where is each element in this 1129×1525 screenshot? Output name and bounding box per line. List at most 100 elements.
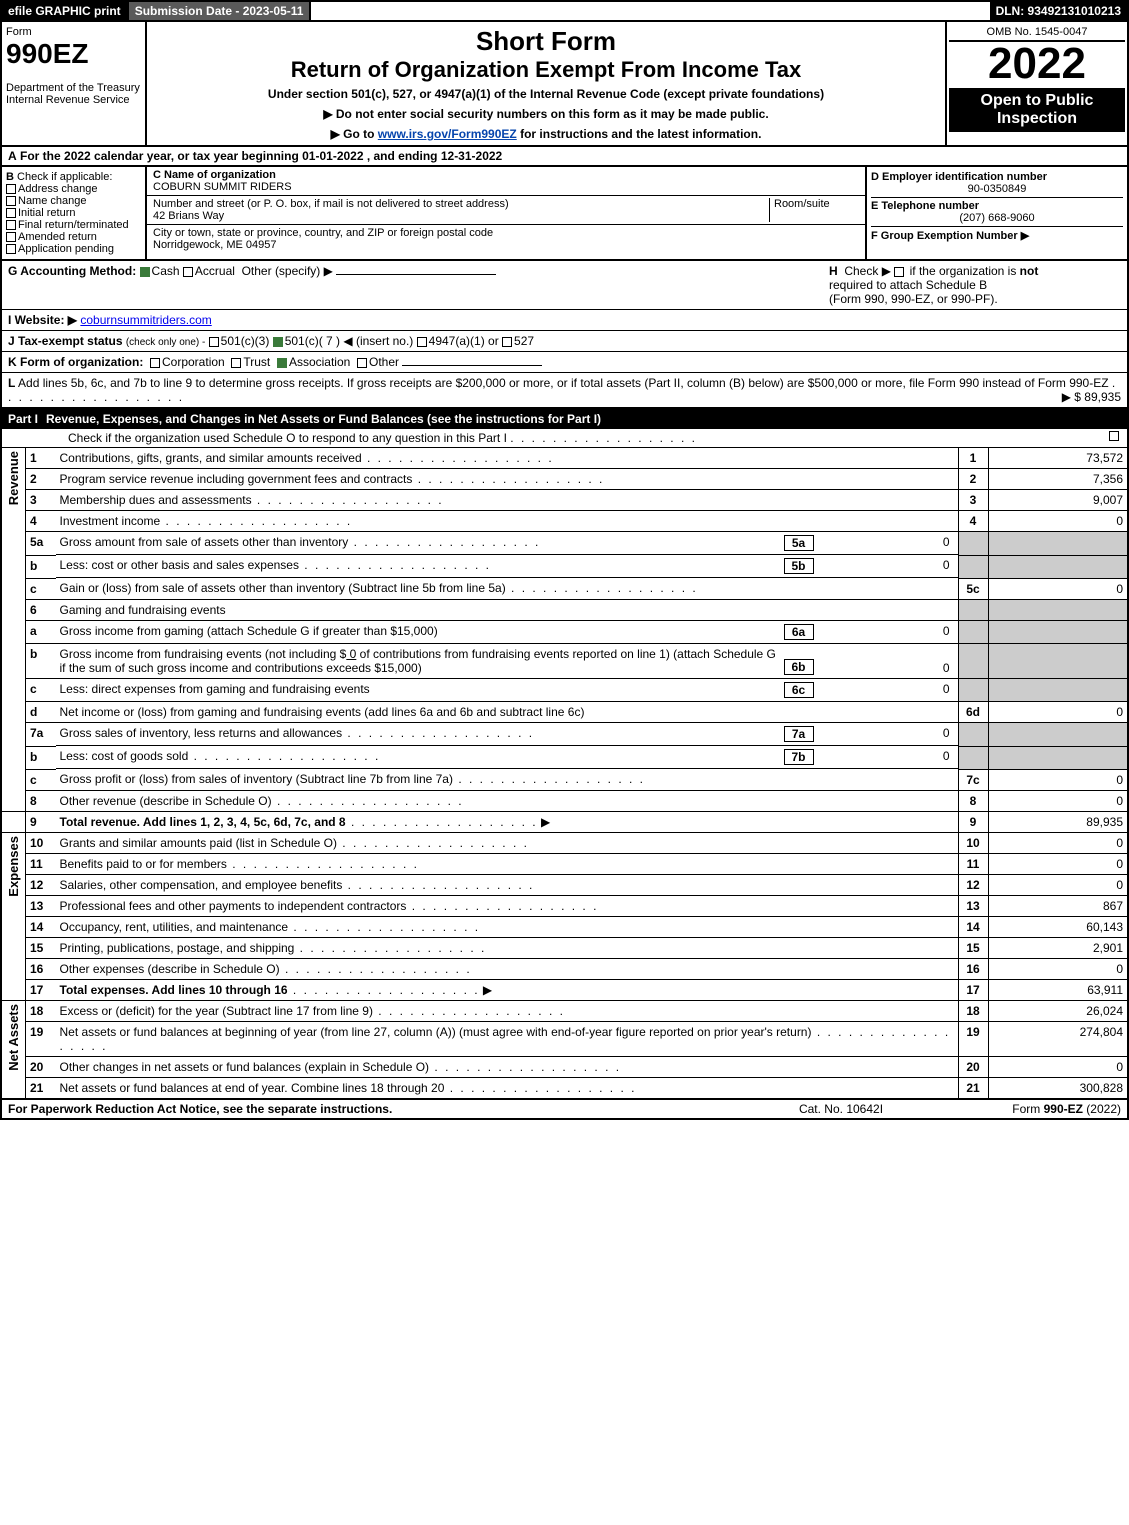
line-6a-desc: Gross income from gaming (attach Schedul…: [60, 624, 438, 638]
check-501c[interactable]: [273, 337, 283, 347]
footer-right: Form 990-EZ (2022): [941, 1102, 1121, 1116]
side-expenses: Expenses: [6, 836, 21, 897]
h-not: not: [1020, 264, 1039, 278]
street-label: Number and street (or P. O. box, if mail…: [153, 198, 509, 210]
footer-form-num: 990-EZ: [1044, 1102, 1083, 1116]
goto-pre: ▶ Go to: [331, 127, 378, 141]
form-word: Form: [6, 26, 141, 38]
opt-initial-return: Initial return: [18, 207, 75, 219]
label-j: J Tax-exempt status: [8, 334, 123, 348]
label-l: L: [8, 376, 15, 390]
line-6d-val: 0: [988, 702, 1128, 723]
h-text4: (Form 990, 990-EZ, or 990-PF).: [829, 292, 998, 306]
row-k: K Form of organization: Corporation Trus…: [0, 352, 1129, 373]
line-6b-sub: 0: [814, 661, 954, 675]
part1-num: Part I: [8, 412, 46, 426]
check-4947[interactable]: [417, 337, 427, 347]
check-assoc[interactable]: [277, 358, 287, 368]
line-7a-sub: 0: [814, 726, 954, 742]
j-hint: (check only one) -: [126, 337, 205, 348]
label-g: G Accounting Method:: [8, 264, 136, 278]
opt-4947: 4947(a)(1) or: [429, 334, 499, 348]
line-19-desc: Net assets or fund balances at beginning…: [60, 1025, 812, 1039]
submission-date: Submission Date - 2023-05-11: [129, 2, 312, 20]
h-text3: required to attach Schedule B: [829, 278, 987, 292]
other-org-line[interactable]: [402, 365, 542, 366]
goto-post: for instructions and the latest informat…: [517, 127, 762, 141]
line-5c-desc: Gain or (loss) from sale of assets other…: [60, 581, 506, 595]
line-7b-sub: 0: [814, 749, 954, 765]
check-527[interactable]: [502, 337, 512, 347]
line-5b-desc: Less: cost or other basis and sales expe…: [60, 558, 299, 572]
under-section: Under section 501(c), 527, or 4947(a)(1)…: [151, 87, 941, 101]
tax-year: 2022: [949, 42, 1125, 86]
topbar: efile GRAPHIC print Submission Date - 20…: [0, 0, 1129, 22]
irs-link[interactable]: www.irs.gov/Form990EZ: [378, 127, 517, 141]
col-b: B Check if applicable: Address change Na…: [2, 167, 147, 259]
opt-501c: 501(c)( 7 ) ◀ (insert no.): [285, 334, 414, 348]
check-name-change[interactable]: [6, 196, 16, 206]
form-subtitle: Return of Organization Exempt From Incom…: [151, 57, 941, 83]
line-13-val: 867: [988, 895, 1128, 916]
header-center: Short Form Return of Organization Exempt…: [147, 22, 947, 145]
line-8-val: 0: [988, 790, 1128, 811]
check-address-change[interactable]: [6, 184, 16, 194]
line-11-val: 0: [988, 853, 1128, 874]
check-corp[interactable]: [150, 358, 160, 368]
street-value: 42 Brians Way: [153, 210, 224, 222]
line-12-val: 0: [988, 874, 1128, 895]
opt-501c3: 501(c)(3): [221, 334, 270, 348]
part1-header: Part I Revenue, Expenses, and Changes in…: [0, 409, 1129, 429]
line-7c-desc: Gross profit or (loss) from sales of inv…: [60, 772, 453, 786]
check-schedule-o[interactable]: [1109, 431, 1119, 441]
line-14-val: 60,143: [988, 916, 1128, 937]
ein-value: 90-0350849: [871, 183, 1123, 195]
other-specify-line[interactable]: [336, 274, 496, 275]
line-7b-desc: Less: cost of goods sold: [60, 749, 189, 763]
check-cash[interactable]: [140, 267, 150, 277]
check-trust[interactable]: [231, 358, 241, 368]
city-label: City or town, state or province, country…: [153, 227, 493, 239]
form-title: Short Form: [151, 26, 941, 57]
line-15-desc: Printing, publications, postage, and shi…: [60, 941, 295, 955]
line-2-val: 7,356: [988, 469, 1128, 490]
check-accrual[interactable]: [183, 267, 193, 277]
h-text2: if the organization is: [910, 264, 1020, 278]
line-21-val: 300,828: [988, 1077, 1128, 1098]
opt-527: 527: [514, 334, 534, 348]
label-h: H: [829, 264, 838, 278]
opt-other-org: Other: [369, 355, 399, 369]
line-17-desc: Total expenses. Add lines 10 through 16: [60, 983, 288, 997]
line-5a-desc: Gross amount from sale of assets other t…: [60, 535, 349, 549]
line-20-val: 0: [988, 1056, 1128, 1077]
org-name: COBURN SUMMIT RIDERS: [153, 181, 292, 193]
room-label: Room/suite: [774, 198, 830, 210]
website-link[interactable]: coburnsummitriders.com: [80, 313, 211, 327]
line-6a-sub: 0: [814, 624, 954, 640]
line-5a-sub: 0: [814, 535, 954, 551]
check-application-pending[interactable]: [6, 244, 16, 254]
check-501c3[interactable]: [209, 337, 219, 347]
col-c: C Name of organization COBURN SUMMIT RID…: [147, 167, 867, 259]
check-final-return[interactable]: [6, 220, 16, 230]
line-2-desc: Program service revenue including govern…: [60, 472, 413, 486]
footer-left: For Paperwork Reduction Act Notice, see …: [8, 1102, 741, 1116]
opt-amended-return: Amended return: [18, 231, 97, 243]
part1-check: Check if the organization used Schedule …: [0, 429, 1129, 448]
line-16-desc: Other expenses (describe in Schedule O): [60, 962, 280, 976]
footer: For Paperwork Reduction Act Notice, see …: [0, 1099, 1129, 1120]
check-amended-return[interactable]: [6, 232, 16, 242]
part1-title: Revenue, Expenses, and Changes in Net As…: [46, 412, 601, 426]
check-other-org[interactable]: [357, 358, 367, 368]
row-l-text: Add lines 5b, 6c, and 7b to line 9 to de…: [18, 376, 1109, 390]
group-label: F Group Exemption Number ▶: [871, 226, 1123, 242]
opt-accrual: Accrual: [195, 264, 235, 278]
line-16-val: 0: [988, 958, 1128, 979]
check-h[interactable]: [894, 267, 904, 277]
name-label: C Name of organization: [153, 169, 276, 181]
line-6b-desc1: Gross income from fundraising events (no…: [60, 647, 347, 661]
side-revenue: Revenue: [6, 451, 21, 505]
check-initial-return[interactable]: [6, 208, 16, 218]
line-12-desc: Salaries, other compensation, and employ…: [60, 878, 343, 892]
efile-label[interactable]: efile GRAPHIC print: [2, 2, 129, 20]
